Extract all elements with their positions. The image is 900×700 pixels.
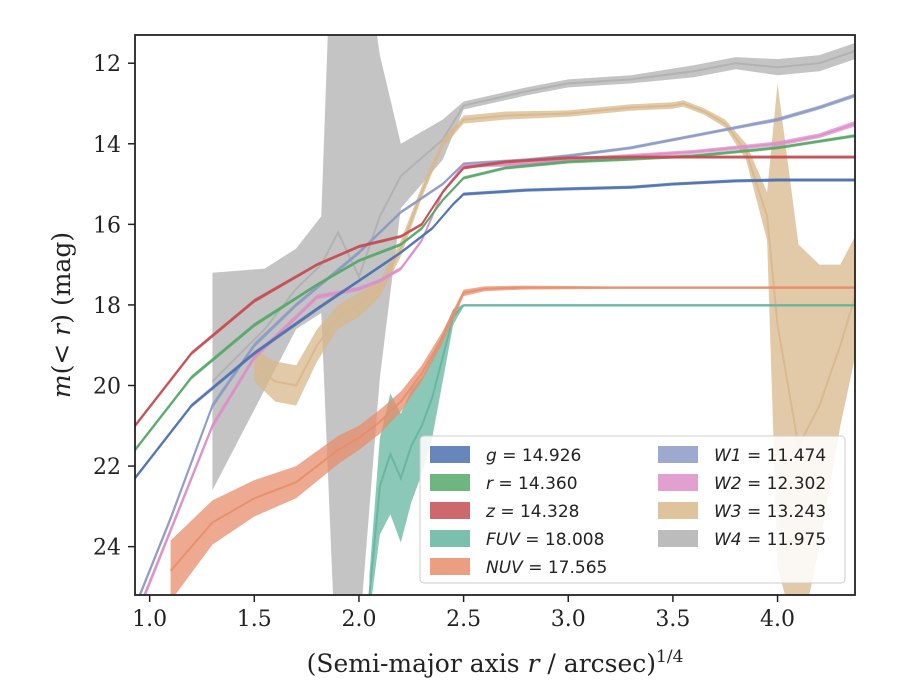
line-z (135, 156, 855, 427)
legend: g = 14.926 r = 14.360 z = 14.328 FUV = 18.0… (419, 435, 846, 584)
line-w3 (253, 102, 855, 450)
legend-label-nuv: NUV = 17.565 (486, 558, 607, 578)
legend-entries: g = 14.926 r = 14.360 z = 14.328 FUV = 18.0… (430, 446, 826, 578)
y-tick-label: 12 (93, 52, 121, 77)
y-tick-label: 16 (93, 213, 121, 238)
legend-label-fuv: FUV = 18.008 (486, 530, 604, 550)
legend-label-w1: W1 = 11.474 (714, 446, 826, 466)
series-w4 (211, 35, 855, 595)
y-axis-label-m: m (47, 374, 76, 398)
x-axis-label-var: r (528, 649, 542, 678)
x-tick-label: 3.0 (551, 607, 586, 632)
x-tick-label: 4.0 (760, 607, 795, 632)
band-w4 (212, 35, 855, 595)
legend-swatch-w2 (658, 474, 698, 491)
legend-label-g: g = 14.926 (486, 446, 581, 466)
legend-swatch-w3 (658, 502, 698, 519)
legend-swatch-fuv (430, 530, 470, 547)
plot-frame (134, 34, 856, 596)
x-tick-label: 2.0 (341, 607, 376, 632)
legend-swatch-z (430, 502, 470, 519)
x-axis-label-main: (Semi-major axis (307, 649, 528, 678)
y-tick-label: 24 (93, 536, 121, 561)
y-axis-label-unit: ) (mag) (47, 232, 76, 324)
x-axis-label-exponent: 1/4 (656, 647, 683, 667)
x-tick-label: 2.5 (446, 607, 481, 632)
y-tick-label: 18 (93, 294, 121, 319)
x-axis-ticks: 1.0 1.5 2.0 2.5 3.0 3.5 4.0 (132, 595, 795, 632)
legend-label-r: r = 14.360 (486, 474, 578, 494)
legend-label-w4: W4 = 11.975 (714, 530, 826, 550)
legend-label-w3: W3 = 13.243 (714, 502, 826, 522)
line-g (135, 179, 855, 479)
series-nuv (169, 285, 855, 595)
series-r (135, 134, 855, 452)
legend-swatch-w4 (658, 530, 698, 547)
series-w2 (143, 120, 855, 595)
series-z (135, 155, 855, 428)
line-w4 (211, 50, 855, 383)
y-axis-label-paren: (< (47, 336, 76, 375)
series-g (135, 178, 855, 481)
line-fuv (368, 304, 855, 595)
y-axis-label-r: r (47, 322, 76, 336)
line-nuv (169, 286, 855, 572)
y-tick-label: 20 (93, 375, 121, 400)
x-tick-label: 1.0 (132, 607, 167, 632)
line-w2 (143, 122, 855, 595)
y-axis-label: m(< r) (mag) (47, 232, 76, 398)
x-axis-label-unit: / arcsec) (539, 649, 656, 678)
legend-swatch-w1 (658, 446, 698, 463)
y-tick-label: 14 (93, 133, 121, 158)
legend-swatch-nuv (430, 558, 470, 575)
x-tick-label: 3.5 (655, 607, 690, 632)
x-axis-label: (Semi-major axis r / arcsec)1/4 (307, 647, 684, 678)
series-fuv (368, 304, 855, 595)
legend-label-w2: W2 = 12.302 (714, 474, 826, 494)
legend-frame (419, 435, 846, 584)
legend-swatch-r (430, 474, 470, 491)
x-tick-label: 1.5 (237, 607, 272, 632)
legend-swatch-g (430, 446, 470, 463)
line-r (135, 134, 855, 451)
legend-label-z: z = 14.328 (485, 502, 579, 522)
y-tick-label: 22 (93, 455, 121, 480)
y-axis-ticks: 12 14 16 18 20 22 24 (93, 52, 135, 561)
